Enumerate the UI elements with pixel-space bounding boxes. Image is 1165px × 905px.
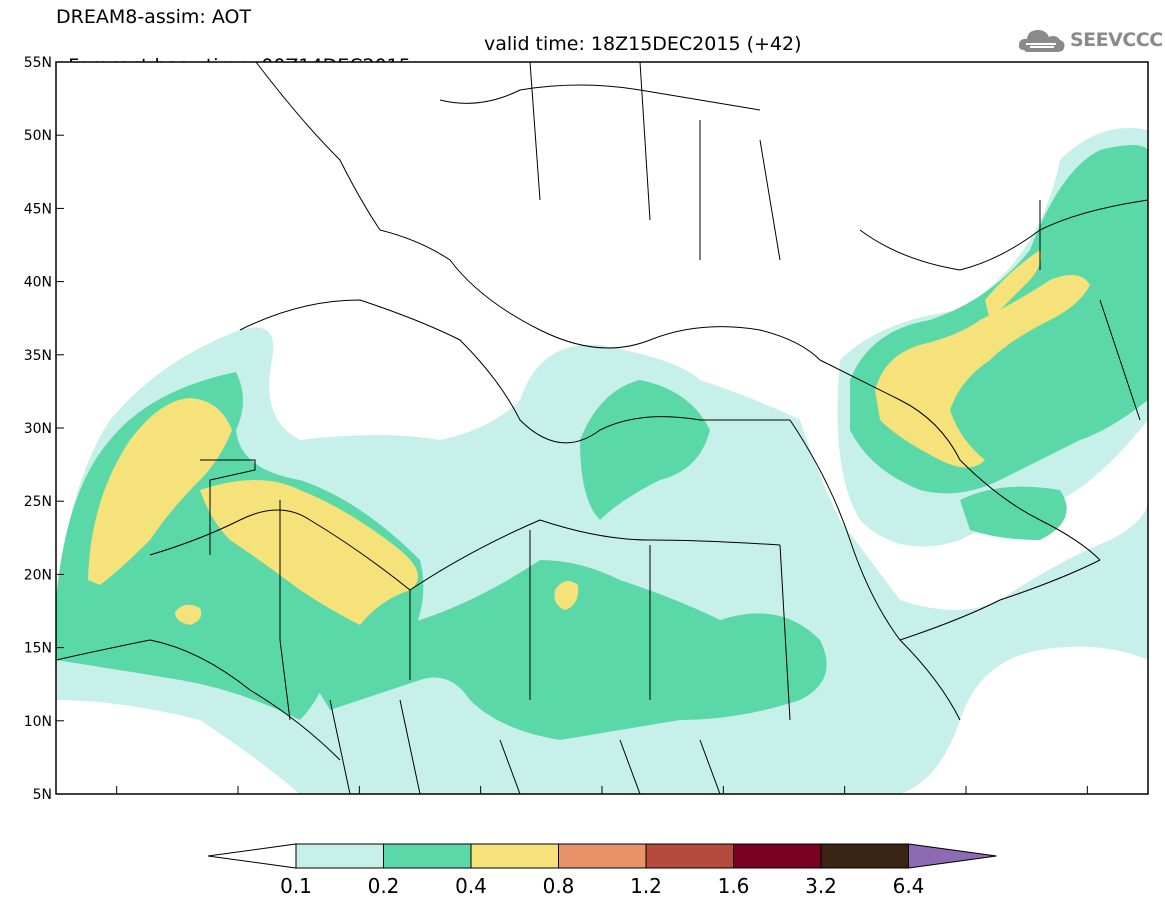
- lat-label-25N: 25N: [24, 494, 52, 510]
- colorbar-label: 0.8: [543, 874, 575, 898]
- colorbar-labels: 0.1 0.2 0.4 0.8 1.2 1.6 3.2 6.4: [280, 874, 924, 898]
- valid-time: valid time: 18Z15DEC2015 (+42): [484, 33, 802, 55]
- lat-label-5N: 5N: [33, 787, 52, 800]
- colorbar-box: [820, 843, 909, 869]
- title-product: DREAM8-assim: AOT: [56, 6, 252, 28]
- logo-text: SEEVCCC: [1070, 29, 1163, 51]
- lat-label-45N: 45N: [24, 201, 52, 217]
- colorbar-label: 3.2: [805, 874, 837, 898]
- colorbar-box: [383, 843, 472, 869]
- latitude-axis: 55N 50N 45N 40N 35N 30N 25N 20N 15N 10N 5N: [24, 55, 64, 800]
- colorbar-label: 0.2: [368, 874, 400, 898]
- colorbar-box: [295, 843, 384, 869]
- lat-label-20N: 20N: [24, 567, 52, 583]
- colorbar-box: [733, 843, 822, 869]
- seevccc-logo: SEEVCCC: [1016, 22, 1163, 58]
- colorbar-label: 6.4: [893, 874, 925, 898]
- lat-label-35N: 35N: [24, 348, 52, 364]
- country-borders: [56, 62, 1148, 794]
- aot-map: 55N 50N 45N 40N 35N 30N 25N 20N 15N 10N 5N 20W10W0…: [24, 55, 1149, 800]
- colorbar-label: 1.6: [718, 874, 750, 898]
- colorbar-box: [470, 843, 559, 869]
- colorbar-boxes: [207, 843, 997, 869]
- colorbar-under-arrow: [207, 843, 297, 869]
- lat-label-30N: 30N: [24, 421, 52, 437]
- colorbar-label: 1.2: [630, 874, 662, 898]
- longitude-axis: 20W10W010E20E30E40E50E60E: [116, 786, 1088, 794]
- colorbar-over-arrow: [908, 843, 997, 869]
- colorbar-box: [558, 843, 647, 869]
- lat-label-55N: 55N: [24, 55, 52, 71]
- colorbar-box: [645, 843, 734, 869]
- lat-label-10N: 10N: [24, 714, 52, 730]
- colorbar-label: 0.1: [280, 874, 312, 898]
- colorbar-label: 0.4: [455, 874, 487, 898]
- lat-label-15N: 15N: [24, 641, 52, 657]
- cloud-icon: [1018, 30, 1065, 52]
- lat-label-40N: 40N: [24, 275, 52, 291]
- aot-fields: [56, 62, 1148, 794]
- lat-label-50N: 50N: [24, 128, 52, 144]
